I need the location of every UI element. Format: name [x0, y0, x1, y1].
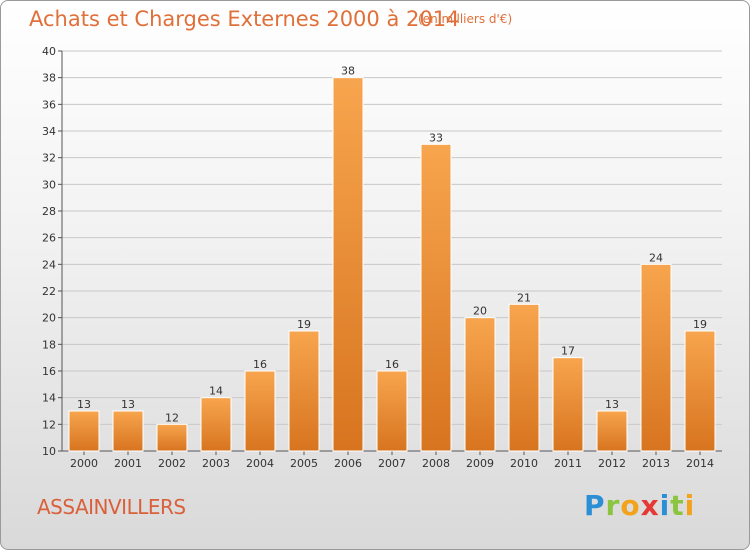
x-tick-label: 2014 [686, 457, 714, 470]
commune-name: ASSAINVILLERS [37, 495, 186, 519]
bar [112, 410, 144, 452]
y-tick-label: 26 [42, 232, 56, 245]
data-label: 12 [165, 411, 179, 424]
x-tick-label: 2006 [334, 457, 362, 470]
bar [68, 410, 100, 452]
data-label: 19 [693, 318, 707, 331]
logo-letter: i [684, 489, 696, 522]
data-label: 16 [253, 358, 267, 371]
y-tick-label: 40 [42, 45, 56, 58]
y-tick-label: 38 [42, 72, 56, 85]
bar [244, 370, 276, 452]
bar [376, 370, 408, 452]
logo-letter: x [640, 489, 660, 522]
data-label: 13 [121, 398, 135, 411]
proxiti-logo[interactable]: Proxiti [584, 489, 695, 522]
data-label: 24 [649, 251, 663, 264]
data-label: 16 [385, 358, 399, 371]
x-tick-label: 2010 [510, 457, 538, 470]
y-tick-label: 36 [42, 98, 56, 111]
x-tick-label: 2002 [158, 457, 186, 470]
bar [464, 317, 496, 452]
chart-subtitle: (en milliers d'€) [418, 12, 513, 26]
x-tick-label: 2005 [290, 457, 318, 470]
bar [332, 77, 364, 452]
x-tick-label: 2004 [246, 457, 274, 470]
logo-letter: i [659, 489, 671, 522]
logo-letter: t [670, 489, 685, 522]
bar [508, 303, 540, 452]
x-tick-label: 2008 [422, 457, 450, 470]
y-tick-label: 20 [42, 312, 56, 325]
bar [156, 423, 188, 452]
bar [684, 330, 716, 452]
y-tick-label: 10 [42, 445, 56, 458]
x-tick-label: 2011 [554, 457, 582, 470]
data-label: 20 [473, 305, 487, 318]
logo-letter: P [584, 489, 606, 522]
bar [420, 143, 452, 452]
bar-layer [68, 77, 716, 452]
bar [596, 410, 628, 452]
x-tick-label: 2012 [598, 457, 626, 470]
data-label: 13 [77, 398, 91, 411]
x-tick-label: 2009 [466, 457, 494, 470]
y-tick-label: 30 [42, 178, 56, 191]
bar [288, 330, 320, 452]
data-label: 33 [429, 131, 443, 144]
data-label: 17 [561, 345, 575, 358]
y-tick-label: 24 [42, 258, 56, 271]
y-tick-label: 32 [42, 152, 56, 165]
bar [640, 263, 672, 452]
bar [552, 357, 584, 452]
logo-letter: r [605, 489, 621, 522]
x-tick-label: 2013 [642, 457, 670, 470]
x-tick-label: 2007 [378, 457, 406, 470]
bar [200, 397, 232, 452]
y-tick-label: 12 [42, 418, 56, 431]
label-layer: 13 13 12 14 16 19 38 16 33 20 21 17 13 24 19 [77, 65, 707, 425]
x-tick-label: 2003 [202, 457, 230, 470]
y-tick-label: 28 [42, 205, 56, 218]
chart-title: Achats et Charges Externes 2000 à 2014 [29, 7, 460, 31]
y-tick-label: 34 [42, 125, 56, 138]
y-tick-label: 22 [42, 285, 56, 298]
logo-letter: o [620, 489, 641, 522]
data-label: 13 [605, 398, 619, 411]
data-label: 19 [297, 318, 311, 331]
data-label: 38 [341, 65, 355, 78]
data-label: 21 [517, 291, 531, 304]
x-tick-label: 2001 [114, 457, 142, 470]
y-tick-label: 14 [42, 392, 56, 405]
y-tick-label: 18 [42, 338, 56, 351]
y-tick-label: 16 [42, 365, 56, 378]
data-label: 14 [209, 385, 223, 398]
x-tick-label: 2000 [70, 457, 98, 470]
